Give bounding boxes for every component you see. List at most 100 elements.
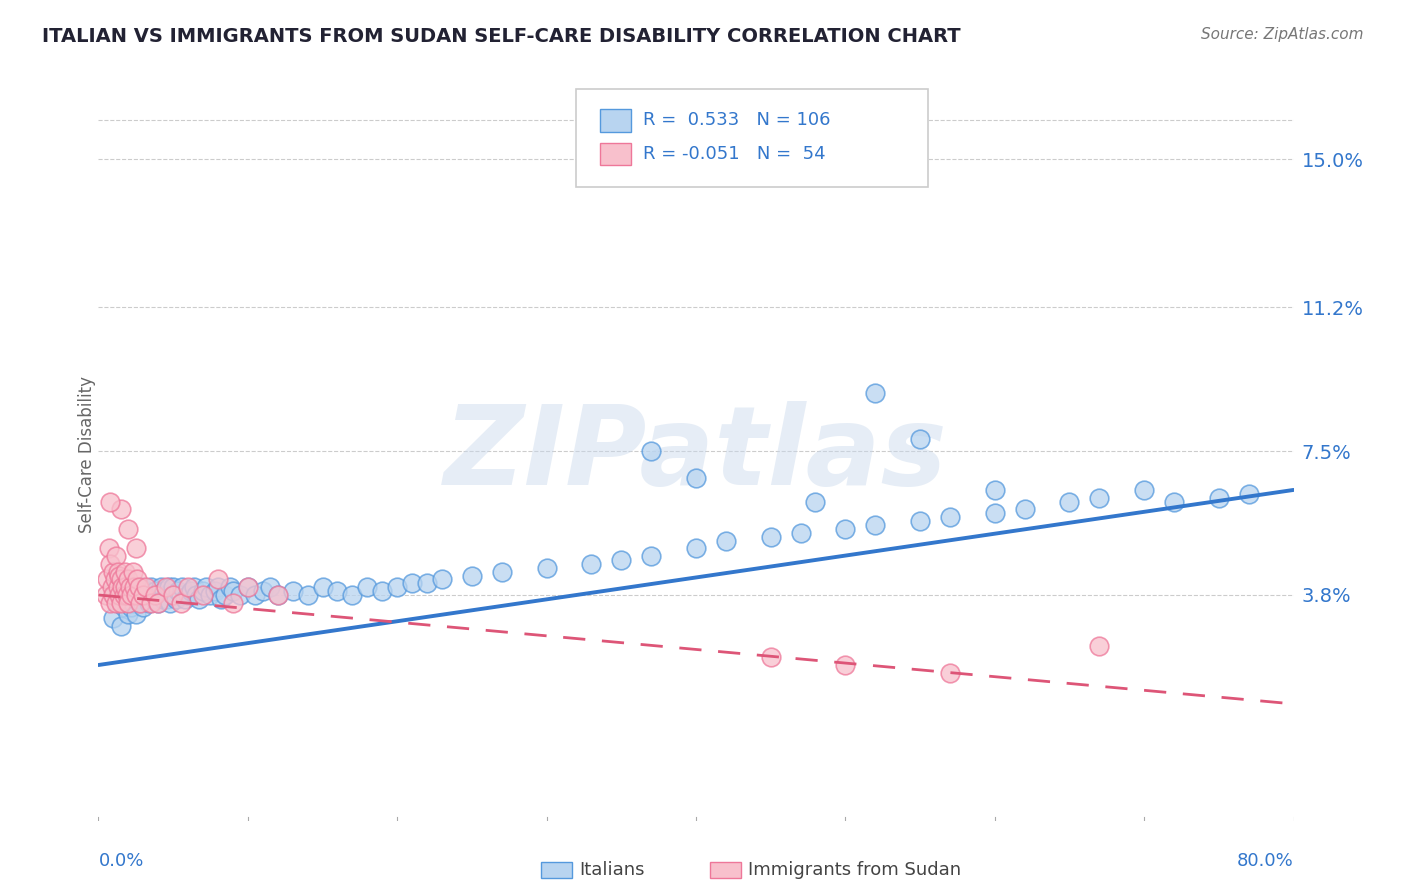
Point	[132, 588, 155, 602]
Point	[281, 584, 304, 599]
Point	[267, 588, 290, 602]
Point	[125, 588, 148, 602]
Point	[114, 576, 136, 591]
Point	[259, 580, 281, 594]
Point	[143, 588, 166, 602]
Point	[121, 596, 143, 610]
Point	[103, 588, 125, 602]
Point	[118, 588, 141, 602]
Point	[152, 591, 174, 606]
Point	[110, 573, 132, 587]
Point	[124, 580, 146, 594]
Point	[939, 665, 962, 680]
Point	[191, 588, 214, 602]
Point	[834, 522, 856, 536]
Point	[342, 588, 364, 602]
Point	[139, 580, 162, 594]
Point	[229, 588, 252, 602]
Point	[834, 658, 856, 673]
Point	[180, 584, 202, 599]
Point	[1133, 483, 1156, 497]
Point	[103, 565, 125, 579]
Point	[166, 584, 188, 599]
Point	[118, 580, 141, 594]
Point	[908, 514, 931, 528]
Point	[117, 607, 139, 622]
Point	[759, 650, 782, 665]
Point	[121, 565, 143, 579]
Point	[169, 588, 191, 602]
Point	[416, 576, 439, 591]
Point	[908, 433, 931, 447]
Point	[142, 591, 165, 606]
Point	[110, 502, 132, 516]
Point	[174, 591, 197, 606]
Point	[204, 584, 226, 599]
Point	[311, 580, 333, 594]
Point	[148, 588, 170, 602]
Point	[117, 596, 139, 610]
Point	[865, 518, 887, 533]
Point	[105, 596, 128, 610]
Point	[685, 541, 707, 556]
Point	[98, 557, 122, 571]
Point	[685, 471, 707, 485]
Point	[125, 588, 148, 602]
Point	[222, 584, 245, 599]
Point	[131, 580, 153, 594]
Point	[120, 580, 142, 594]
Point	[135, 584, 157, 599]
Point	[165, 591, 187, 606]
Point	[984, 483, 1007, 497]
Point	[127, 580, 149, 594]
Text: Immigrants from Sudan: Immigrants from Sudan	[748, 861, 962, 879]
Point	[1014, 502, 1036, 516]
Point	[110, 619, 132, 633]
Point	[153, 584, 176, 599]
Point	[187, 591, 209, 606]
Point	[177, 580, 200, 594]
Text: ITALIAN VS IMMIGRANTS FROM SUDAN SELF-CARE DISABILITY CORRELATION CHART: ITALIAN VS IMMIGRANTS FROM SUDAN SELF-CA…	[42, 27, 960, 45]
Point	[491, 565, 513, 579]
Point	[581, 557, 603, 571]
Point	[110, 596, 132, 610]
Point	[127, 573, 149, 587]
Point	[114, 565, 136, 579]
Point	[1163, 494, 1185, 508]
Point	[108, 568, 131, 582]
Point	[107, 580, 129, 594]
Point	[714, 533, 737, 548]
Point	[155, 580, 177, 594]
Point	[430, 573, 453, 587]
Point	[98, 596, 122, 610]
Point	[129, 596, 152, 610]
Point	[371, 584, 394, 599]
Point	[139, 596, 162, 610]
Point	[150, 580, 173, 594]
Text: R =  0.533   N = 106: R = 0.533 N = 106	[643, 112, 830, 129]
Point	[96, 573, 118, 587]
Point	[236, 580, 259, 594]
Point	[125, 607, 148, 622]
Point	[157, 580, 180, 594]
Point	[97, 541, 120, 556]
Point	[252, 584, 274, 599]
Point	[108, 588, 131, 602]
Text: 80.0%: 80.0%	[1237, 852, 1294, 870]
Point	[132, 588, 155, 602]
Point	[214, 588, 236, 602]
Point	[159, 596, 181, 610]
Point	[219, 580, 242, 594]
Point	[117, 522, 139, 536]
Point	[236, 580, 259, 594]
Point	[148, 596, 170, 610]
Text: Source: ZipAtlas.com: Source: ZipAtlas.com	[1201, 27, 1364, 42]
Point	[191, 584, 214, 599]
Point	[183, 580, 205, 594]
Point	[1059, 494, 1081, 508]
Point	[184, 588, 207, 602]
Point	[297, 588, 319, 602]
Point	[789, 525, 811, 540]
Point	[105, 580, 128, 594]
Point	[169, 596, 191, 610]
